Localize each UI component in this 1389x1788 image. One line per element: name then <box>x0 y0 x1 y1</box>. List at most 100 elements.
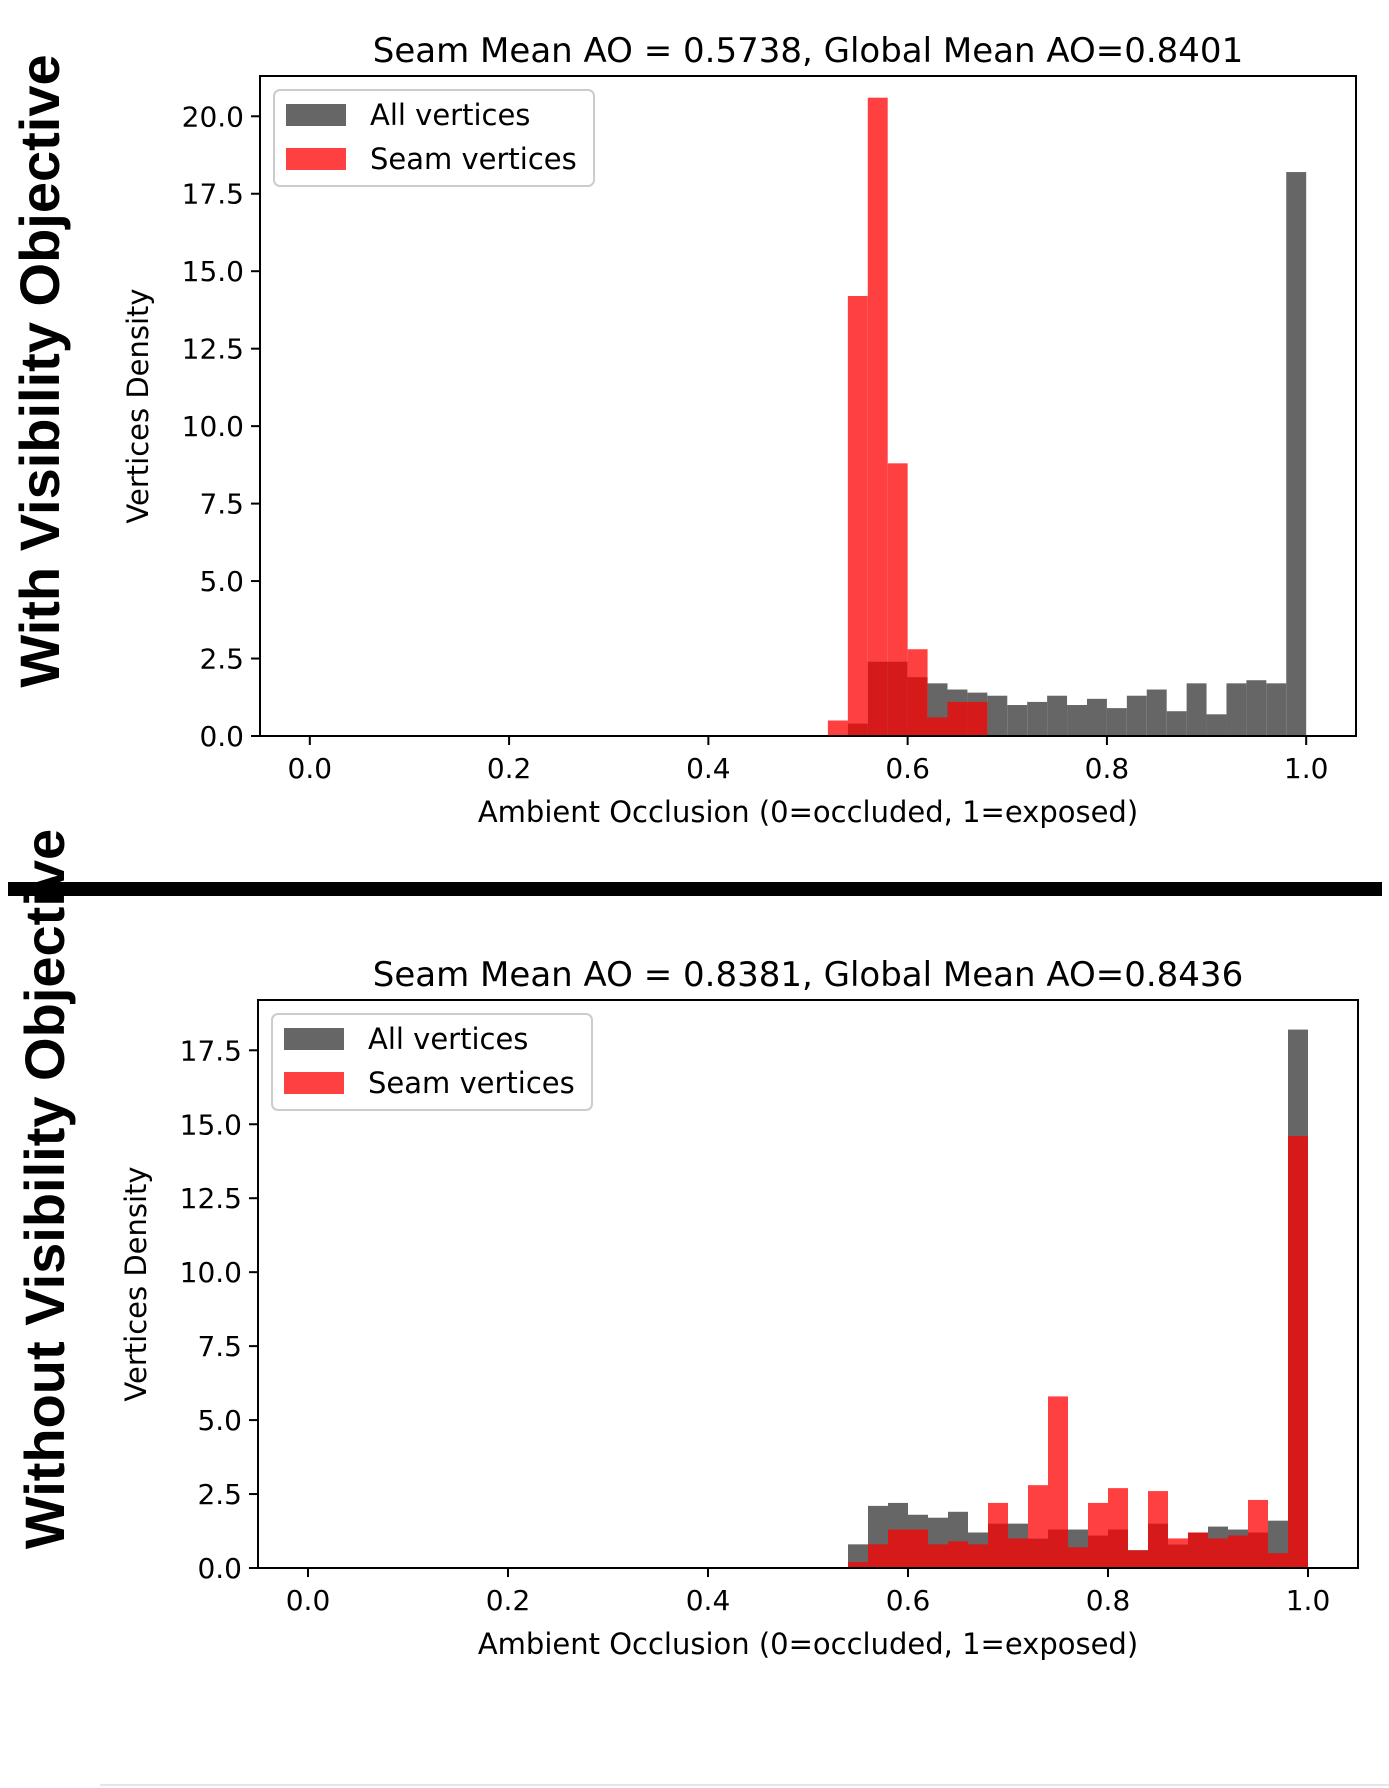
legend-swatch-all <box>284 1028 344 1050</box>
chart-title: Seam Mean AO = 0.8381, Global Mean AO=0.… <box>373 955 1243 995</box>
y-tick-label: 0.0 <box>199 720 244 753</box>
bar-seam-vertices <box>907 649 928 678</box>
bar-all-vertices <box>1186 683 1207 736</box>
bar-seam-overlap <box>1028 1538 1048 1568</box>
bar-seam-overlap <box>1048 1529 1068 1568</box>
plot-frame <box>259 75 1357 737</box>
bar-seam-overlap <box>1288 1136 1308 1568</box>
bar-seam-overlap <box>1248 1532 1268 1568</box>
y-axis-label: Vertices Density <box>121 288 155 523</box>
bar-seam-overlap <box>1108 1529 1128 1568</box>
legend-swatch-all <box>286 104 346 126</box>
bar-seam-overlap <box>1088 1535 1108 1568</box>
bar-seam-vertices <box>847 296 868 724</box>
bar-all-vertices <box>1067 705 1087 736</box>
bar-seam-overlap <box>847 723 868 736</box>
y-tick-label: 0.0 <box>197 1552 242 1585</box>
bar-seam-overlap <box>907 677 928 736</box>
legend-label-seam: Seam vertices <box>370 142 577 176</box>
bar-all-vertices <box>1086 698 1107 736</box>
bar-seam-vertices <box>1088 1502 1108 1536</box>
legend-label-seam: Seam vertices <box>368 1066 575 1100</box>
bar-all-vertices <box>1226 683 1247 736</box>
legend-swatch-seam <box>286 148 346 170</box>
bar-all-vertices <box>1047 695 1068 736</box>
bar-seam-vertices <box>1048 1396 1068 1530</box>
bar-seam-overlap <box>1068 1547 1088 1568</box>
bar-seam-overlap <box>1208 1538 1228 1568</box>
y-tick-label: 2.5 <box>197 1478 242 1511</box>
section-divider <box>8 882 1382 896</box>
y-tick-label: 5.0 <box>197 1404 242 1437</box>
y-tick-label: 7.5 <box>197 1330 242 1363</box>
bar-all-vertices <box>1246 680 1267 736</box>
bar-seam-overlap <box>1168 1544 1188 1568</box>
bar-all-vertices <box>1007 705 1028 736</box>
bar-seam-overlap <box>867 661 888 736</box>
bar-seam-vertices <box>1108 1488 1128 1530</box>
bar-all-vertices <box>987 695 1008 736</box>
histogram-without-visibility: Seam Mean AO = 0.8381, Global Mean AO=0.… <box>119 955 1359 1661</box>
bar-seam-overlap <box>1128 1550 1148 1568</box>
y-tick-label: 10.0 <box>180 1256 242 1289</box>
bar-seam-vertices <box>867 97 888 662</box>
y-axis-label: Vertices Density <box>119 1166 153 1401</box>
bar-all-vertices <box>1126 695 1147 736</box>
bar-seam-vertices <box>1248 1499 1268 1533</box>
y-tick-label: 2.5 <box>199 643 244 676</box>
bar-seam-overlap <box>1008 1538 1028 1568</box>
bar-seam-overlap <box>888 1529 908 1568</box>
bar-seam-vertices <box>827 720 848 736</box>
x-tick-label: 0.8 <box>1086 1584 1131 1617</box>
bar-all-vertices <box>1166 711 1187 736</box>
bar-all-vertices <box>848 1544 868 1568</box>
bar-seam-overlap <box>1188 1532 1208 1568</box>
bar-seam-overlap <box>968 1544 988 1568</box>
y-tick-label: 12.5 <box>182 333 244 366</box>
y-tick-label: 20.0 <box>182 100 244 133</box>
y-tick-label: 10.0 <box>182 410 244 443</box>
legend-label-all: All vertices <box>368 1022 528 1056</box>
bar-seam-vertices <box>1168 1538 1188 1545</box>
x-tick-label: 0.6 <box>886 1584 931 1617</box>
x-axis-label: Ambient Occlusion (0=occluded, 1=exposed… <box>478 795 1138 829</box>
histogram-with-visibility: Seam Mean AO = 0.5738, Global Mean AO=0.… <box>121 31 1357 829</box>
bar-all-vertices <box>1146 689 1167 736</box>
y-tick-label: 17.5 <box>182 178 244 211</box>
bar-seam-vertices <box>1028 1485 1048 1539</box>
bar-seam-overlap <box>908 1529 928 1568</box>
bar-seam-vertices <box>1148 1491 1168 1524</box>
bar-seam-vertices <box>887 463 908 662</box>
x-tick-label: 0.2 <box>487 752 532 785</box>
x-tick-label: 0.8 <box>1085 752 1130 785</box>
bar-all-vertices <box>1266 683 1287 736</box>
legend-box <box>271 1013 593 1111</box>
x-tick-label: 1.0 <box>1286 1584 1331 1617</box>
bar-all-vertices <box>1206 714 1227 736</box>
bottom-rule <box>100 1784 1389 1786</box>
x-tick-label: 0.4 <box>686 752 731 785</box>
bar-seam-overlap <box>1228 1535 1248 1568</box>
y-tick-label: 15.0 <box>182 255 244 288</box>
bar-seam-overlap <box>868 1544 888 1568</box>
bar-all-vertices <box>1027 701 1048 736</box>
bar-seam-overlap <box>967 701 988 736</box>
x-tick-label: 0.0 <box>288 752 333 785</box>
bar-all-vertices <box>1286 172 1307 736</box>
y-tick-label: 15.0 <box>180 1108 242 1141</box>
bar-seam-overlap <box>1148 1523 1168 1568</box>
bar-seam-overlap <box>887 661 908 736</box>
x-tick-label: 0.6 <box>885 752 930 785</box>
bar-seam-overlap <box>848 1562 868 1568</box>
bar-seam-overlap <box>947 701 968 736</box>
x-tick-label: 1.0 <box>1284 752 1329 785</box>
x-tick-label: 0.4 <box>686 1584 731 1617</box>
y-tick-label: 12.5 <box>180 1182 242 1215</box>
legend: All vertices Seam vertices <box>273 89 595 187</box>
bar-seam-overlap <box>927 717 948 736</box>
bar-all-vertices <box>1106 708 1127 736</box>
y-tick-label: 17.5 <box>180 1034 242 1067</box>
chart-title: Seam Mean AO = 0.5738, Global Mean AO=0.… <box>373 31 1243 71</box>
legend-label-all: All vertices <box>370 98 530 132</box>
legend-box <box>273 89 595 187</box>
